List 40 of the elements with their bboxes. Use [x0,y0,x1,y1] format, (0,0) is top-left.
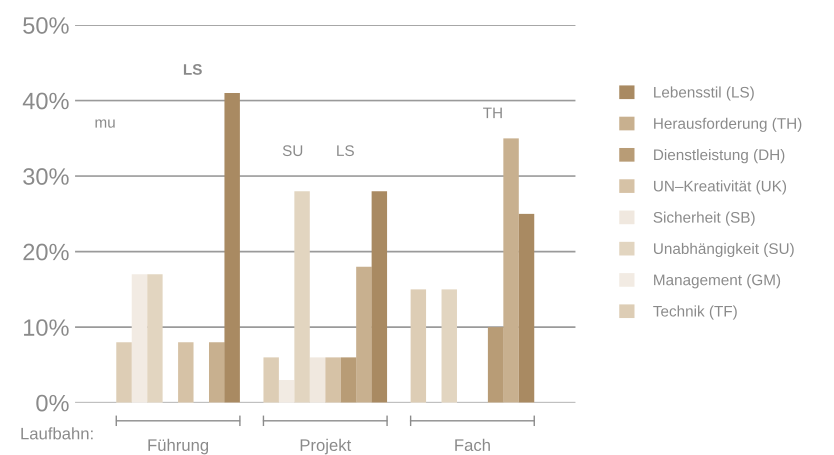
bar [325,357,341,403]
y-tick-label: 20% [23,244,69,260]
x-axis-title: Laufbahn: [21,427,93,440]
legend-label: Unabhängigkeit (SU) [654,242,794,258]
x-tick-label: Fach [455,438,490,452]
annotation: mu [95,119,115,128]
legend-label: Sicherheit (SB) [654,212,755,226]
y-tick-label: 50% [23,17,69,34]
bar [488,327,504,403]
legend-label: Technik (TF) [653,305,737,320]
bar [208,342,224,403]
legend-label: Management (GM) [654,274,780,288]
y-tick-label: 40% [22,92,69,110]
legend-label: Lebensstil (LS) [654,86,754,101]
y-tick-label: 0% [36,394,69,412]
bar [147,274,163,403]
bar [224,93,240,403]
y-tick-label: 10% [24,319,69,336]
y-tick-label: 30% [23,168,69,185]
legend-label: UN–Kreativität (UK) [654,180,786,194]
annotation: LS [337,145,354,156]
x-tick-label: Führung [148,438,208,454]
legend-label: Dienstleistung (DH) [654,148,784,164]
bar [278,380,294,403]
bar [518,214,534,403]
bar [294,191,310,403]
bar [263,357,279,403]
annotation: LS [184,64,202,75]
bar [310,357,326,403]
bar [372,191,388,403]
bar [116,342,132,403]
x-tick-label: Projekt [300,438,352,454]
annotation: TH [483,108,502,118]
bar [356,266,372,403]
bar [503,138,519,403]
bar [340,357,356,403]
bar [132,274,148,403]
legend-label: Herausforderung (TH) [654,118,802,132]
annotation: SU [282,145,302,156]
bar [178,342,194,403]
